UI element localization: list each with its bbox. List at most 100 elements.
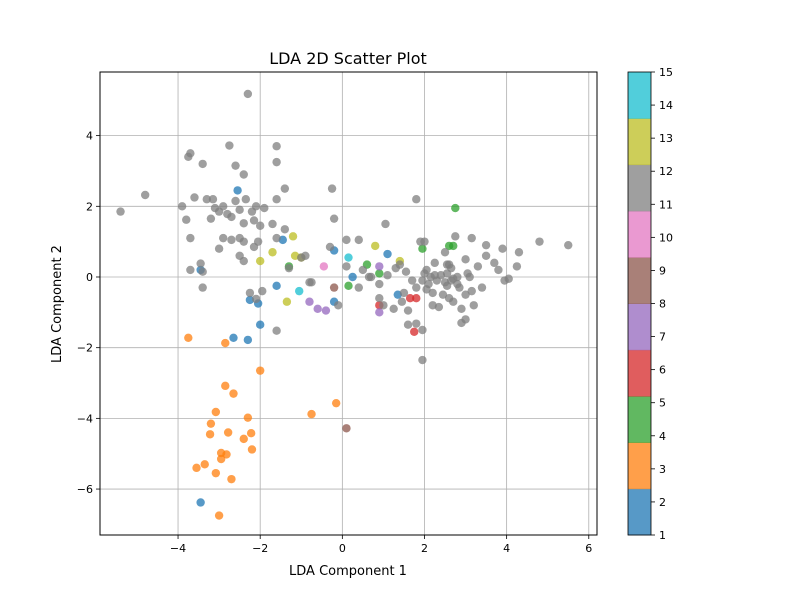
scatter-point [494,265,503,275]
colorbar-segment [628,210,651,258]
scatter-point [219,233,228,243]
scatter-point [397,297,407,306]
scatter-point [235,233,244,243]
scatter-point [375,308,384,317]
colorbar-tick-label: 11 [659,198,673,211]
colorbar-tick-label: 4 [659,430,666,443]
scatter-point [255,221,265,230]
scatter-point [243,413,253,422]
x-tick-label: 6 [585,542,592,555]
scatter-point [211,468,221,478]
scatter-point [440,248,450,257]
x-axis-label: LDA Component 1 [289,564,407,579]
scatter-point [249,216,259,225]
scatter-point [202,195,211,204]
points-layer [116,89,573,520]
scatter-point [383,271,392,280]
scatter-point [498,244,507,253]
colorbar-segment [628,303,651,351]
scatter-point [407,276,417,285]
scatter-point [412,195,421,204]
scatter-point [272,326,281,335]
scatter-point [192,463,201,473]
scatter-point [370,241,380,251]
scatter-point [225,141,234,150]
x-tick-label: −2 [252,542,268,555]
scatter-point [229,389,238,398]
scatter-point [233,186,242,195]
colorbar-tick-label: 10 [659,231,673,244]
scatter-point [444,260,454,269]
scatter-point [418,325,427,335]
scatter-point [196,498,205,507]
scatter-point [255,366,265,375]
scatter-point [449,241,458,251]
scatter-point [245,288,255,298]
scatter-point [231,161,240,170]
scatter-point [198,159,207,169]
colorbar-tick-label: 1 [659,529,666,542]
colorbar-tick-label: 8 [659,298,666,311]
scatter-point [221,338,230,348]
scatter-point [535,237,544,246]
colorbar-segment [628,488,651,536]
scatter-point [405,293,415,303]
scatter-point [211,407,221,417]
scatter-point [403,306,413,315]
scatter-point [342,262,351,271]
scatter-point [514,248,524,257]
colorbar-tick-label: 6 [659,364,666,377]
colorbar-segment [628,349,651,397]
scatter-point [477,283,487,292]
scatter-point [280,184,290,193]
colorbar-segment [628,72,651,119]
scatter-point [420,269,429,278]
scatter-point [196,259,205,268]
scatter-point [504,274,513,283]
scatter-point [412,319,421,328]
scatter-point [453,272,462,282]
colorbar-tick-label: 15 [659,66,673,79]
scatter-point [239,256,248,266]
scatter-point [449,297,458,306]
scatter-point [260,203,269,213]
scatter-point [177,202,187,211]
scatter-point [422,285,431,294]
scatter-point [469,301,478,310]
scatter-point [412,293,421,303]
scatter-point [205,430,215,439]
y-tick-label: −4 [77,412,93,425]
scatter-point [395,260,405,269]
scatter-point [331,398,341,408]
scatter-point [329,283,339,292]
scatter-point [251,202,261,211]
colorbar-tick-label: 5 [659,397,666,410]
scatter-point [280,225,290,234]
scatter-point [246,429,256,438]
scatter-point [221,381,230,391]
scatter-point [325,242,335,252]
scatter-point [375,269,384,278]
scatter-point [451,203,460,213]
scatter-point [214,244,224,253]
scatter-point [375,262,384,271]
scatter-point [214,511,224,520]
scatter-point [223,428,233,437]
colorbar-segment [628,442,651,490]
scatter-point [239,170,248,179]
scatter-point [467,233,476,243]
scatter-point [227,212,236,222]
scatter-point [307,409,316,419]
y-tick-label: −2 [77,342,93,355]
scatter-point [418,276,427,285]
y-tick-label: 0 [86,271,93,284]
scatter-point [348,272,357,282]
scatter-point [334,301,343,310]
scatter-point [198,267,207,276]
scatter-point [358,265,368,275]
scatter-point [190,193,199,202]
scatter-point [272,195,281,204]
scatter-point [430,258,439,268]
scatter-point [243,89,253,99]
